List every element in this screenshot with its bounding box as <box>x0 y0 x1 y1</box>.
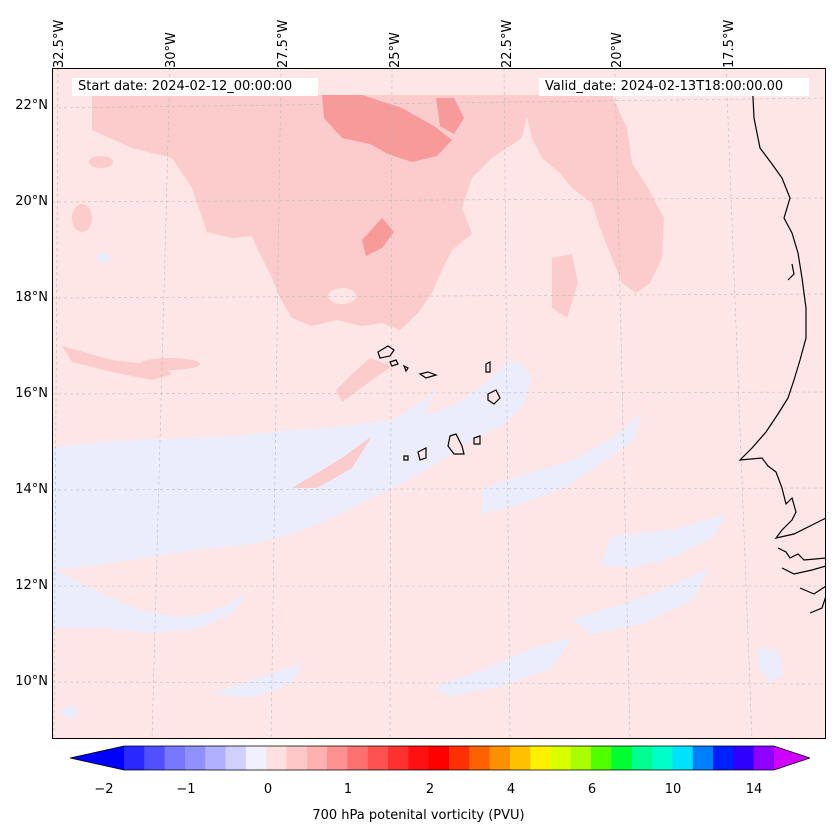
colorbar-tick: 0 <box>263 782 273 797</box>
colorbar-segment <box>652 746 673 770</box>
colorbar-label: 700 hPa potenital vorticity (PVU) <box>312 808 525 823</box>
colorbar-tick: −2 <box>94 782 114 797</box>
mid-pv-region <box>292 436 372 488</box>
mid-pv-region <box>140 358 200 370</box>
low-pv-region <box>212 663 302 698</box>
colorbar-segment <box>428 746 450 770</box>
graticule <box>52 68 826 739</box>
colorbar-tick: 4 <box>506 782 516 797</box>
colorbar-segment <box>388 746 409 770</box>
low-pv-region <box>432 638 572 696</box>
mid-pv-region <box>89 156 113 168</box>
low-pv-region <box>62 706 78 718</box>
colorbar-segment <box>692 746 714 770</box>
lat-label: 18°N <box>15 290 48 305</box>
lon-label: 30°W <box>164 32 179 68</box>
colorbar-segment <box>306 746 328 770</box>
colorbar-segment <box>266 746 287 770</box>
colorbar-segment <box>164 746 186 770</box>
islands <box>377 345 501 461</box>
colorbar-segment <box>509 746 531 770</box>
high-pv-region <box>322 95 452 162</box>
low-pv-region <box>52 360 532 570</box>
colorbar-tick: 2 <box>425 782 435 797</box>
colorbar-tick: 1 <box>343 782 353 797</box>
colorbar-segment <box>591 746 612 770</box>
lon-label: 17.5°W <box>722 19 737 68</box>
low-pv-region <box>600 514 727 568</box>
mid-pv-region <box>252 223 312 256</box>
mid-pv-region <box>62 346 172 380</box>
colorbar-segment <box>184 746 206 770</box>
colorbar-tick: 10 <box>664 782 682 797</box>
colorbar-segment <box>144 746 166 770</box>
colorbar-segment <box>327 746 348 770</box>
colorbar-segment <box>286 746 308 770</box>
lat-label: 22°N <box>15 98 48 113</box>
lat-label: 10°N <box>15 674 48 689</box>
colorbar-segment <box>672 746 694 770</box>
colorbar-segment <box>733 746 755 770</box>
map-border <box>52 68 826 739</box>
colorbar-segment <box>124 746 145 770</box>
low-pv-region <box>572 568 710 634</box>
colorbar-tick: 14 <box>745 782 763 797</box>
colorbar-segment <box>347 746 369 770</box>
lon-label: 32.5°W <box>52 19 67 68</box>
colorbar-segment <box>611 746 633 770</box>
lat-label: 14°N <box>15 482 48 497</box>
colorbar-outline <box>70 745 810 771</box>
colorbar-segment <box>367 746 389 770</box>
lat-label: 12°N <box>15 578 48 593</box>
mid-pv-region <box>522 95 664 293</box>
high-pv-region <box>362 218 394 256</box>
low-pv-region <box>97 253 111 263</box>
colorbar-segment <box>489 746 511 770</box>
mid-pv-gap <box>328 288 356 304</box>
lon-label: 22.5°W <box>500 19 515 68</box>
mid-pv-region <box>336 358 392 402</box>
lon-label: 20°W <box>610 32 625 68</box>
colorbar-segment <box>449 746 470 770</box>
lon-label: 27.5°W <box>276 19 291 68</box>
lat-label: 16°N <box>15 386 48 401</box>
colorbar-tick: 6 <box>587 782 597 797</box>
lat-label: 20°N <box>15 194 48 209</box>
map-panel[interactable] <box>52 68 826 739</box>
mid-pv-region <box>72 204 92 232</box>
map-canvas <box>52 68 826 739</box>
colorbar-segment <box>530 746 552 770</box>
colorbar-segment <box>205 746 227 770</box>
colorbar-segment <box>469 746 491 770</box>
colorbar-segment <box>408 746 430 770</box>
mid-pv-region <box>552 254 578 318</box>
colorbar-segment <box>631 746 653 770</box>
lon-label: 25°W <box>388 32 403 68</box>
low-pv-region <box>758 648 784 683</box>
colorbar-extend-max <box>774 746 810 770</box>
colorbar-tick: −1 <box>176 782 196 797</box>
colorbar-extend-min <box>70 746 124 770</box>
colorbar-segment <box>550 746 572 770</box>
colorbar-segment <box>713 746 734 770</box>
valid-date-label: Valid_date: 2024-02-13T18:00:00.00 <box>539 78 809 96</box>
coastline <box>738 77 826 614</box>
colorbar-segment <box>570 746 592 770</box>
colorbar-segment <box>245 746 267 770</box>
colorbar-segment <box>225 746 247 770</box>
high-pv-region <box>436 98 464 134</box>
low-pv-region <box>52 568 252 633</box>
colorbar-segment <box>753 746 775 770</box>
colorbar <box>70 745 810 771</box>
start-date-label: Start date: 2024-02-12_00:00:00 <box>72 78 318 96</box>
